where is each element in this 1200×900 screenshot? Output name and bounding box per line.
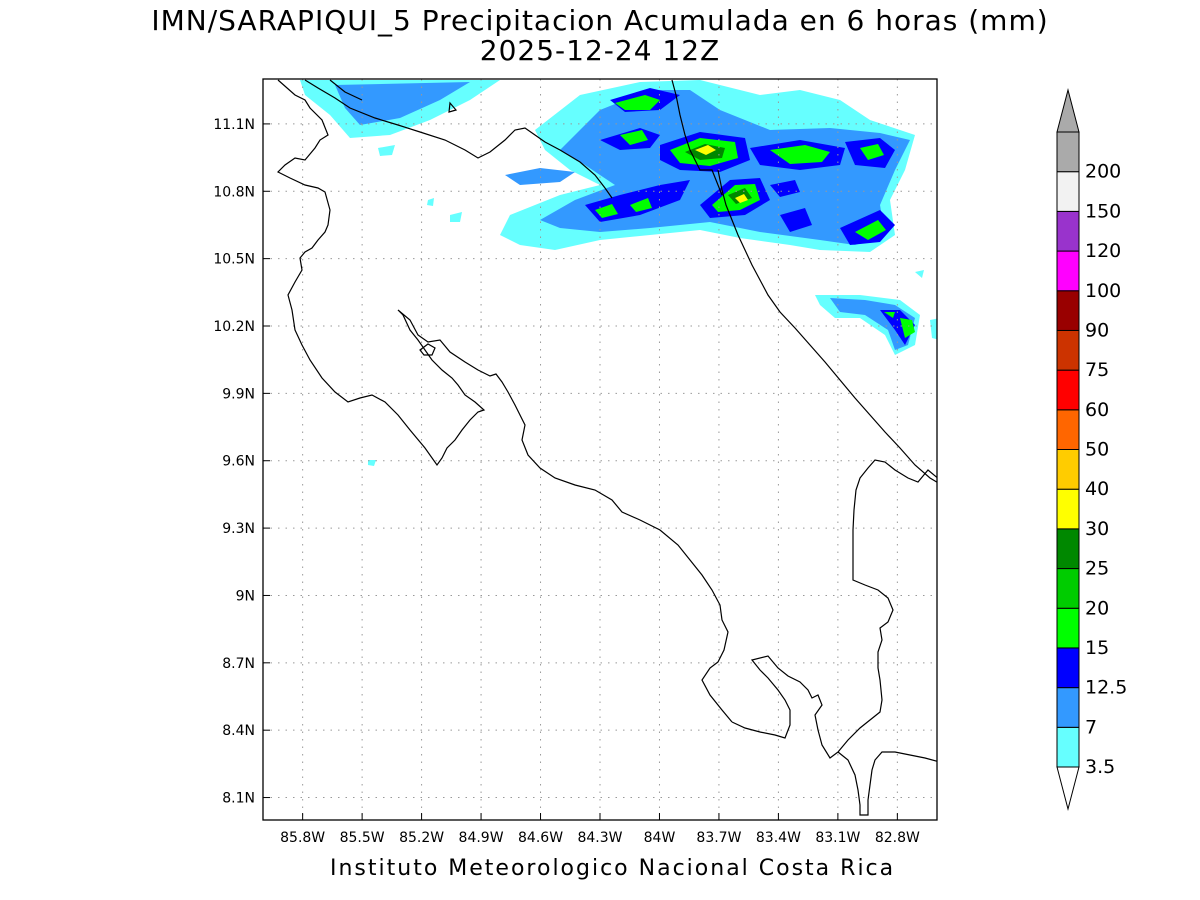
x-tick-label: 85.2W (399, 830, 444, 846)
nicaragua-border (671, 79, 723, 196)
coast-southeast (837, 751, 937, 816)
x-tick-label: 85.8W (280, 830, 325, 846)
colorbar-label: 40 (1085, 478, 1109, 500)
x-tick-label: 83.1W (815, 830, 860, 846)
precip-contour-light (915, 270, 924, 278)
map-valid-time: 2025-12-24 12Z (479, 34, 721, 67)
precipitation-field (300, 80, 937, 466)
colorbar-swatch (1056, 250, 1080, 292)
precip-contour-green (615, 95, 660, 110)
colorbar-min-arrow (1056, 766, 1080, 811)
y-tick-label: 10.5N (213, 252, 255, 268)
y-tick-label: 11.1N (213, 117, 255, 133)
colorbar-max-arrow (1056, 88, 1080, 133)
islet (448, 101, 458, 113)
precip-contour-dark (780, 208, 812, 232)
colorbar-swatch (1056, 568, 1080, 609)
colorbar-label: 100 (1085, 280, 1121, 302)
colorbar-label: 30 (1085, 518, 1109, 540)
precip-contour-light (930, 318, 937, 340)
footer-credit: Instituto Meteorologico Nacional Costa R… (330, 856, 896, 881)
precip-contour-light (378, 145, 395, 156)
colorbar-swatch (1056, 528, 1080, 570)
colorbar: 3.5 7 12.5 15 20 25 30 40 50 60 75 90 100 120 150 200 (1056, 88, 1127, 811)
colorbar-swatch (1056, 329, 1080, 371)
precip-contour-mid (505, 168, 575, 185)
precip-contour-yellow (695, 145, 716, 155)
colorbar-label: 75 (1085, 359, 1109, 381)
colorbar-swatch (1056, 171, 1080, 212)
x-axis: 85.8W 85.5W 85.2W 84.9W 84.6W 84.3W 84W 83.7W 83… (280, 813, 920, 846)
y-tick-label: 9.9N (222, 386, 255, 402)
panama-border (837, 459, 937, 753)
colorbar-label: 12.5 (1085, 677, 1127, 699)
x-tick-label: 84.6W (518, 830, 563, 846)
precip-contour-green (900, 318, 915, 338)
precip-contour-green (620, 130, 648, 145)
precip-contour-green (770, 145, 830, 164)
x-tick-label: 84W (644, 830, 676, 846)
x-tick-label: 84.9W (459, 830, 504, 846)
y-tick-label: 9.3N (222, 521, 255, 537)
precip-contour-dark (770, 180, 800, 197)
coastlines (276, 79, 937, 816)
colorbar-label: 120 (1085, 240, 1121, 262)
colorbar-label: 20 (1085, 597, 1109, 619)
precip-contour-green (860, 144, 884, 160)
precip-contour-yellow (735, 194, 748, 203)
x-tick-label: 82.8W (875, 830, 920, 846)
lake-shoreline-left (329, 79, 363, 101)
y-tick-label: 9.6N (222, 454, 255, 470)
colorbar-label: 200 (1085, 161, 1121, 183)
colorbar-label: 60 (1085, 399, 1109, 421)
x-tick-label: 83.4W (756, 830, 801, 846)
y-tick-label: 10.8N (213, 184, 255, 200)
y-tick-label: 10.2N (213, 319, 255, 335)
y-tick-label: 8.7N (222, 656, 255, 672)
colorbar-swatch (1056, 369, 1080, 411)
osa-peninsula (731, 655, 839, 759)
colorbar-swatch (1056, 726, 1080, 768)
colorbar-label: 50 (1085, 439, 1109, 461)
colorbar-swatch (1056, 131, 1080, 173)
y-axis: 8.1N 8.4N 8.7N 9N 9.3N 9.6N 9.9N 10.2N 10.5N 10.8… (213, 117, 270, 807)
lake-nicaragua-shore (276, 79, 733, 723)
colorbar-label: 90 (1085, 319, 1109, 341)
precip-contour-green (855, 220, 886, 240)
colorbar-label: 25 (1085, 558, 1109, 580)
precip-contour-green (630, 198, 652, 212)
y-tick-label: 9N (236, 588, 255, 604)
y-tick-label: 8.1N (222, 791, 255, 807)
colorbar-swatch (1056, 210, 1080, 252)
colorbar-label: 150 (1085, 200, 1121, 222)
precip-contour-light (450, 212, 462, 222)
colorbar-label: 15 (1085, 637, 1109, 659)
coast-northeast (717, 169, 937, 483)
x-tick-label: 85.5W (340, 830, 385, 846)
colorbar-swatch (1056, 607, 1080, 649)
precip-contour-light (427, 198, 434, 206)
precip-contour-light (368, 460, 376, 466)
lake-shoreline-top (304, 79, 613, 199)
colorbar-swatch (1056, 449, 1080, 490)
precip-contour-mid (335, 82, 470, 125)
colorbar-label: 7 (1085, 716, 1097, 738)
x-tick-label: 84.3W (577, 830, 622, 846)
islet (419, 343, 436, 356)
colorbar-swatch (1056, 409, 1080, 450)
precip-contour-green (595, 204, 618, 218)
colorbar-swatch (1056, 647, 1080, 689)
colorbar-swatch (1056, 687, 1080, 728)
map-title: IMN/SARAPIQUI_5 Precipitacion Acumulada … (151, 4, 1049, 37)
y-tick-label: 8.4N (222, 723, 255, 739)
x-tick-label: 83.7W (696, 830, 741, 846)
colorbar-label: 3.5 (1085, 756, 1115, 778)
precip-contour-green (884, 312, 895, 318)
colorbar-swatch (1056, 290, 1080, 331)
colorbar-swatch (1056, 488, 1080, 530)
